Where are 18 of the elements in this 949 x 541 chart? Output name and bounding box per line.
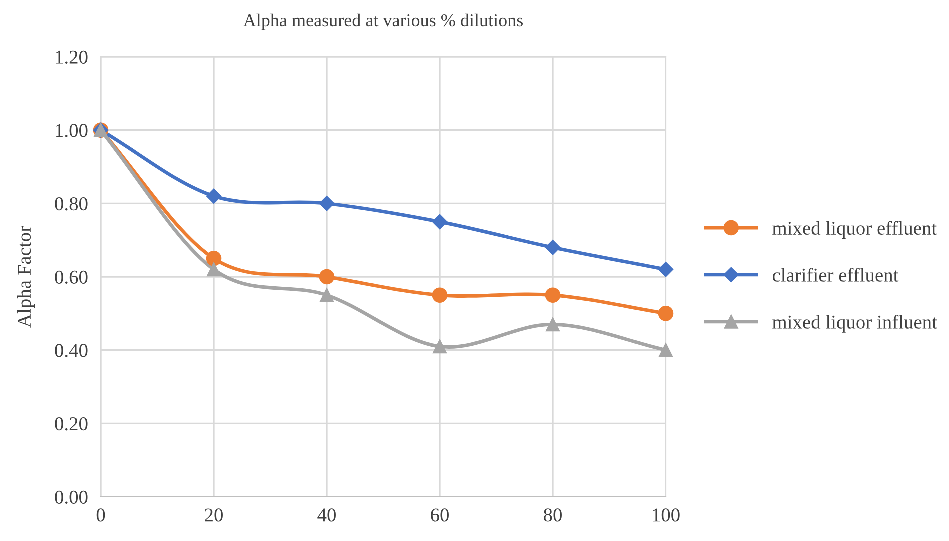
x-tick-label: 60 xyxy=(431,508,449,522)
x-tick-label: 40 xyxy=(318,508,336,522)
y-tick-label: 0.00 xyxy=(55,490,88,504)
y-tick-label: 1.00 xyxy=(56,124,88,138)
y-tick-label: 0.80 xyxy=(55,197,88,211)
chart-title: Alpha measured at various % dilutions xyxy=(244,14,523,30)
y-tick-label: 0.60 xyxy=(55,270,88,284)
y-axis-title: Alpha Factor xyxy=(17,226,36,328)
x-tick-label: 20 xyxy=(205,508,223,522)
legend-label: mixed liquor effluent xyxy=(772,221,937,239)
legend-label: clarifier effluent xyxy=(772,268,899,282)
x-tick-label: 0 xyxy=(96,508,106,522)
y-tick-label: 0.20 xyxy=(55,417,88,431)
y-tick-label: 0.40 xyxy=(55,344,88,358)
y-tick-label: 1.20 xyxy=(56,50,88,64)
x-tick-label: 80 xyxy=(544,508,562,522)
legend-label: mixed liquor influent xyxy=(772,315,938,333)
x-tick-label: 100 xyxy=(653,508,680,522)
